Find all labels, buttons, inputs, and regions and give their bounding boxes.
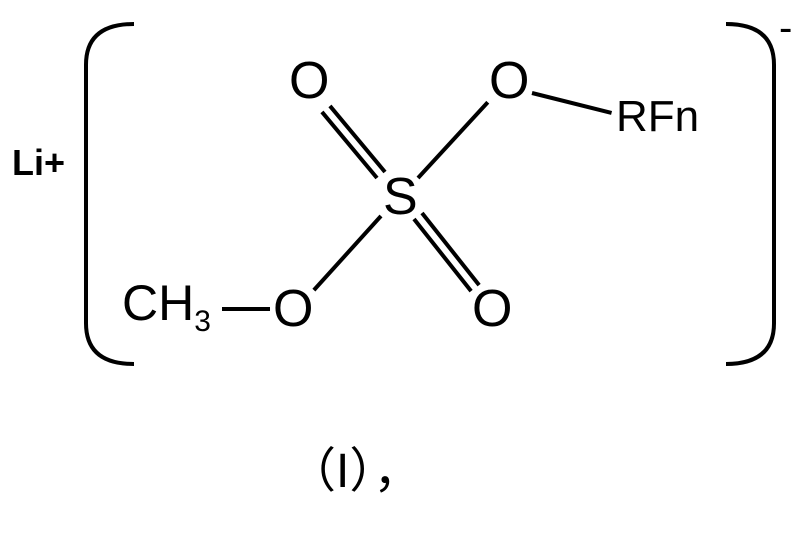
atom-o-left: O — [273, 283, 313, 335]
left-bracket — [82, 20, 138, 368]
bond-line — [420, 212, 480, 286]
atom-o-bot: O — [472, 283, 512, 335]
atom-o-topright: O — [489, 55, 529, 107]
bond-line — [532, 91, 613, 115]
counterion-label: Li+ — [12, 145, 65, 181]
atom-o-top: O — [289, 55, 329, 107]
anion-charge: - — [779, 8, 792, 48]
structure-caption: （I）， — [288, 448, 421, 496]
bond-line — [313, 215, 383, 292]
atom-s: S — [383, 171, 418, 223]
bond-line — [321, 111, 379, 180]
bond-line — [328, 105, 386, 174]
bond-line — [413, 218, 473, 292]
atom-rfn: RFn — [616, 95, 699, 139]
bond-line — [222, 307, 270, 311]
bond-line — [417, 101, 490, 180]
right-bracket — [722, 20, 778, 368]
